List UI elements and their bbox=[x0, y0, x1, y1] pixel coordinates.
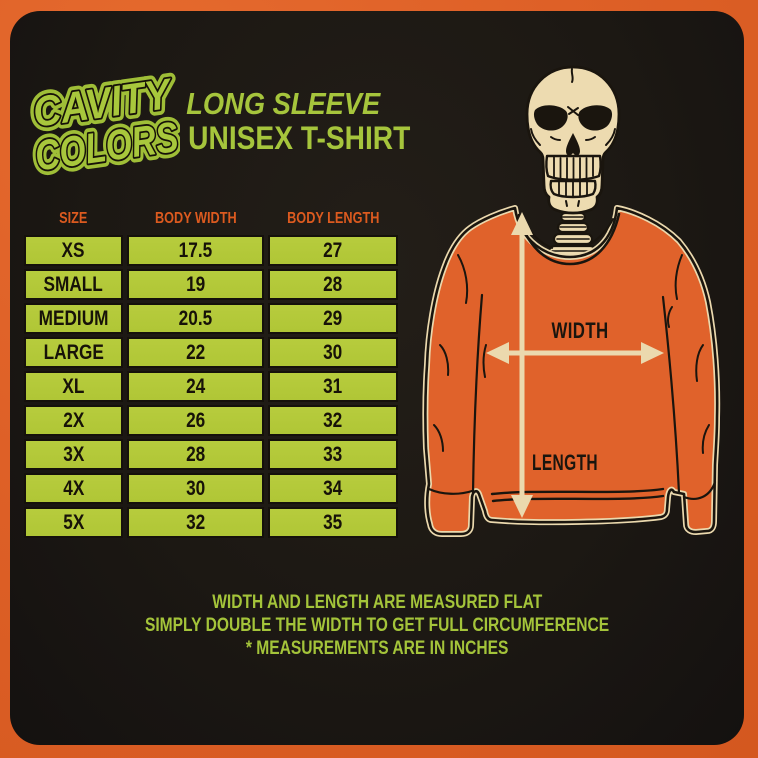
skeleton-illustration: WIDTH LENGTH bbox=[422, 65, 721, 537]
fabric-folds bbox=[433, 218, 710, 454]
table-cell-length: 34 bbox=[268, 473, 398, 504]
table-cell-size: MEDIUM bbox=[24, 303, 123, 334]
long-sleeve-shirt bbox=[422, 205, 721, 537]
length-arrow bbox=[511, 212, 533, 518]
table-cell-size: XL bbox=[24, 371, 123, 402]
panel-background: CAVITY CAVITY COLORS COLORS LONG SLEEVE … bbox=[10, 11, 744, 745]
cuff-seams bbox=[427, 480, 717, 500]
table-cell-width: 20.5 bbox=[127, 303, 264, 334]
table-cell-length: 29 bbox=[268, 303, 398, 334]
table-cell-size: 3X bbox=[24, 439, 123, 470]
table-cell-length: 35 bbox=[268, 507, 398, 538]
width-label: WIDTH bbox=[552, 318, 609, 343]
table-cell-width: 30 bbox=[127, 473, 264, 504]
eye-socket-left bbox=[533, 105, 568, 131]
brand-logo: CAVITY CAVITY COLORS COLORS bbox=[28, 69, 180, 186]
left-sleeve-seam bbox=[471, 293, 484, 495]
size-table-header: SIZE BODY WIDTH BODY LENGTH bbox=[24, 205, 398, 232]
table-cell-size: 5X bbox=[24, 507, 123, 538]
eye-socket-right bbox=[578, 105, 613, 131]
table-cell-size: XS bbox=[24, 235, 123, 266]
length-label: LENGTH bbox=[532, 450, 598, 475]
table-cell-size: 2X bbox=[24, 405, 123, 436]
column-header-size: SIZE bbox=[59, 209, 88, 227]
collar-seam bbox=[517, 212, 621, 266]
note-line-2: SIMPLY DOUBLE THE WIDTH TO GET FULL CIRC… bbox=[144, 615, 610, 636]
right-sleeve-seam bbox=[661, 295, 681, 495]
table-cell-size: LARGE bbox=[24, 337, 123, 368]
table-cell-length: 27 bbox=[268, 235, 398, 266]
title-line-2: UNISEX T-SHIRT bbox=[188, 120, 411, 156]
table-cell-width: 26 bbox=[127, 405, 264, 436]
table-cell-width: 22 bbox=[127, 337, 264, 368]
table-cell-size: 4X bbox=[24, 473, 123, 504]
width-arrow bbox=[486, 342, 664, 364]
table-cell-length: 33 bbox=[268, 439, 398, 470]
table-cell-length: 30 bbox=[268, 337, 398, 368]
nasal-cavity bbox=[566, 133, 580, 156]
size-table: SIZE BODY WIDTH BODY LENGTH XS 17.5 27 S… bbox=[24, 205, 398, 538]
table-cell-length: 28 bbox=[268, 269, 398, 300]
waistband-seam bbox=[490, 487, 665, 503]
table-cell-size: SMALL bbox=[24, 269, 123, 300]
table-cell-width: 17.5 bbox=[127, 235, 264, 266]
table-cell-width: 19 bbox=[127, 269, 264, 300]
note-line-1: WIDTH AND LENGTH ARE MEASURED FLAT bbox=[211, 592, 543, 613]
table-cell-width: 28 bbox=[127, 439, 264, 470]
measurement-arrows: WIDTH LENGTH bbox=[486, 212, 664, 518]
table-cell-length: 31 bbox=[268, 371, 398, 402]
page-title: LONG SLEEVE UNISEX T-SHIRT bbox=[173, 86, 411, 156]
table-cell-width: 32 bbox=[127, 507, 264, 538]
table-cell-length: 32 bbox=[268, 405, 398, 436]
title-line-1: LONG SLEEVE bbox=[186, 86, 381, 121]
column-header-body-width: BODY WIDTH bbox=[154, 209, 237, 227]
table-cell-width: 24 bbox=[127, 371, 264, 402]
teeth bbox=[545, 154, 602, 199]
size-table-body: XS 17.5 27 SMALL 19 28 MEDIUM 20.5 29 LA… bbox=[24, 235, 398, 538]
column-header-body-length: BODY LENGTH bbox=[286, 209, 380, 227]
skull bbox=[525, 65, 621, 215]
note-line-3: * MEASUREMENTS ARE IN INCHES bbox=[245, 638, 509, 659]
measurement-notes: WIDTH AND LENGTH ARE MEASURED FLAT SIMPL… bbox=[10, 591, 744, 660]
